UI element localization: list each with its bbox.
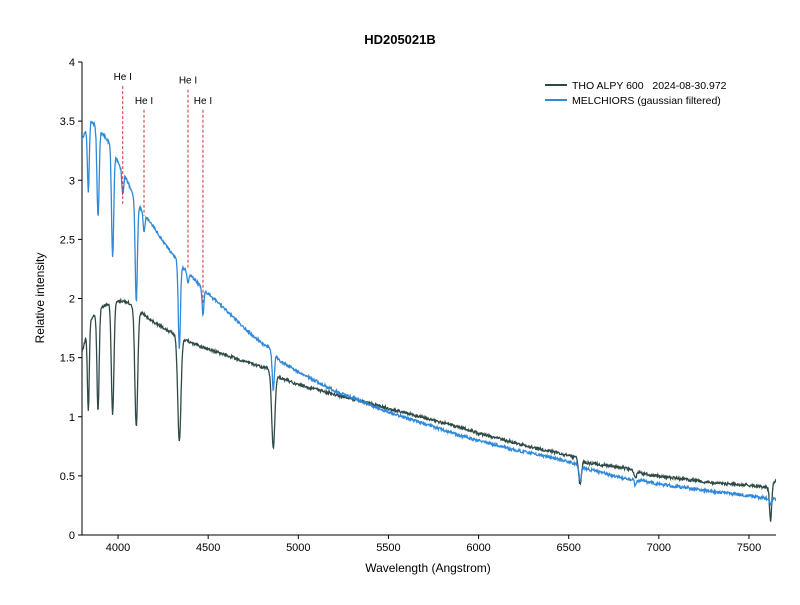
- series-line-2: [82, 120, 776, 507]
- x-tick-label: 7000: [647, 542, 671, 554]
- x-tick-label: 4500: [196, 542, 220, 554]
- y-axis-label: Relative intensity: [33, 253, 47, 344]
- x-tick-label: 4000: [106, 542, 130, 554]
- x-tick-label: 6000: [466, 542, 490, 554]
- annotation-label: He I: [179, 76, 197, 87]
- y-tick-label: 0: [69, 530, 75, 542]
- y-tick-label: 3.5: [60, 116, 75, 128]
- y-tick-label: 2.5: [60, 234, 75, 246]
- x-tick-label: 5500: [376, 542, 400, 554]
- annotation-label: He I: [114, 72, 132, 83]
- annotation-label: He I: [135, 96, 153, 107]
- legend-label-series-2: MELCHIORS (gaussian filtered): [572, 95, 721, 107]
- y-tick-label: 1: [69, 412, 75, 424]
- plot-area: 4000 4500 5000 5500 6000 6500 7000 7500 0 0.5 1 1.5…: [60, 57, 776, 554]
- x-axis-label: Wavelength (Angstrom): [365, 561, 491, 575]
- y-tick-label: 4: [69, 57, 75, 69]
- x-tick-label: 7500: [737, 542, 761, 554]
- annotation-label: He I: [194, 96, 212, 107]
- chart-title: HD205021B: [364, 32, 436, 47]
- y-tick-label: 1.5: [60, 353, 75, 365]
- y-tick-label: 2: [69, 294, 75, 306]
- y-tick-label: 3: [69, 175, 75, 187]
- x-tick-label: 6500: [556, 542, 580, 554]
- legend-label-series-1: THO ALPY 600 2024-08-30.972: [572, 80, 727, 92]
- x-tick-label: 5000: [286, 542, 310, 554]
- chart-legend: THO ALPY 600 2024-08-30.972 MELCHIORS (g…: [545, 80, 727, 107]
- y-tick-label: 0.5: [60, 471, 75, 483]
- series-line-1: [82, 297, 776, 522]
